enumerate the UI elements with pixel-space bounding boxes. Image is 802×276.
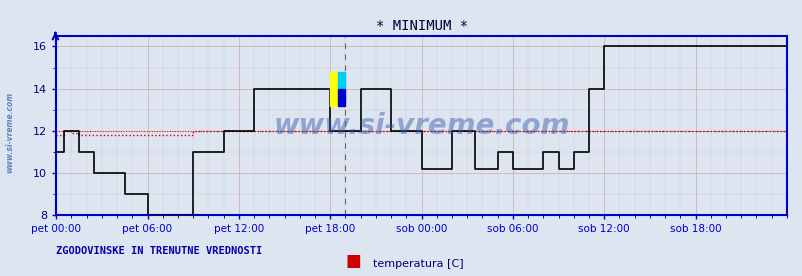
Text: ZGODOVINSKE IN TRENUTNE VREDNOSTI: ZGODOVINSKE IN TRENUTNE VREDNOSTI (56, 246, 262, 256)
Bar (338, 72, 345, 89)
Bar (330, 72, 338, 105)
Text: ■: ■ (345, 253, 361, 270)
Bar (338, 89, 345, 105)
Text: www.si-vreme.com: www.si-vreme.com (5, 92, 14, 173)
Title: * MINIMUM *: * MINIMUM * (375, 19, 467, 33)
Text: temperatura [C]: temperatura [C] (373, 259, 464, 269)
Text: www.si-vreme.com: www.si-vreme.com (273, 112, 569, 140)
